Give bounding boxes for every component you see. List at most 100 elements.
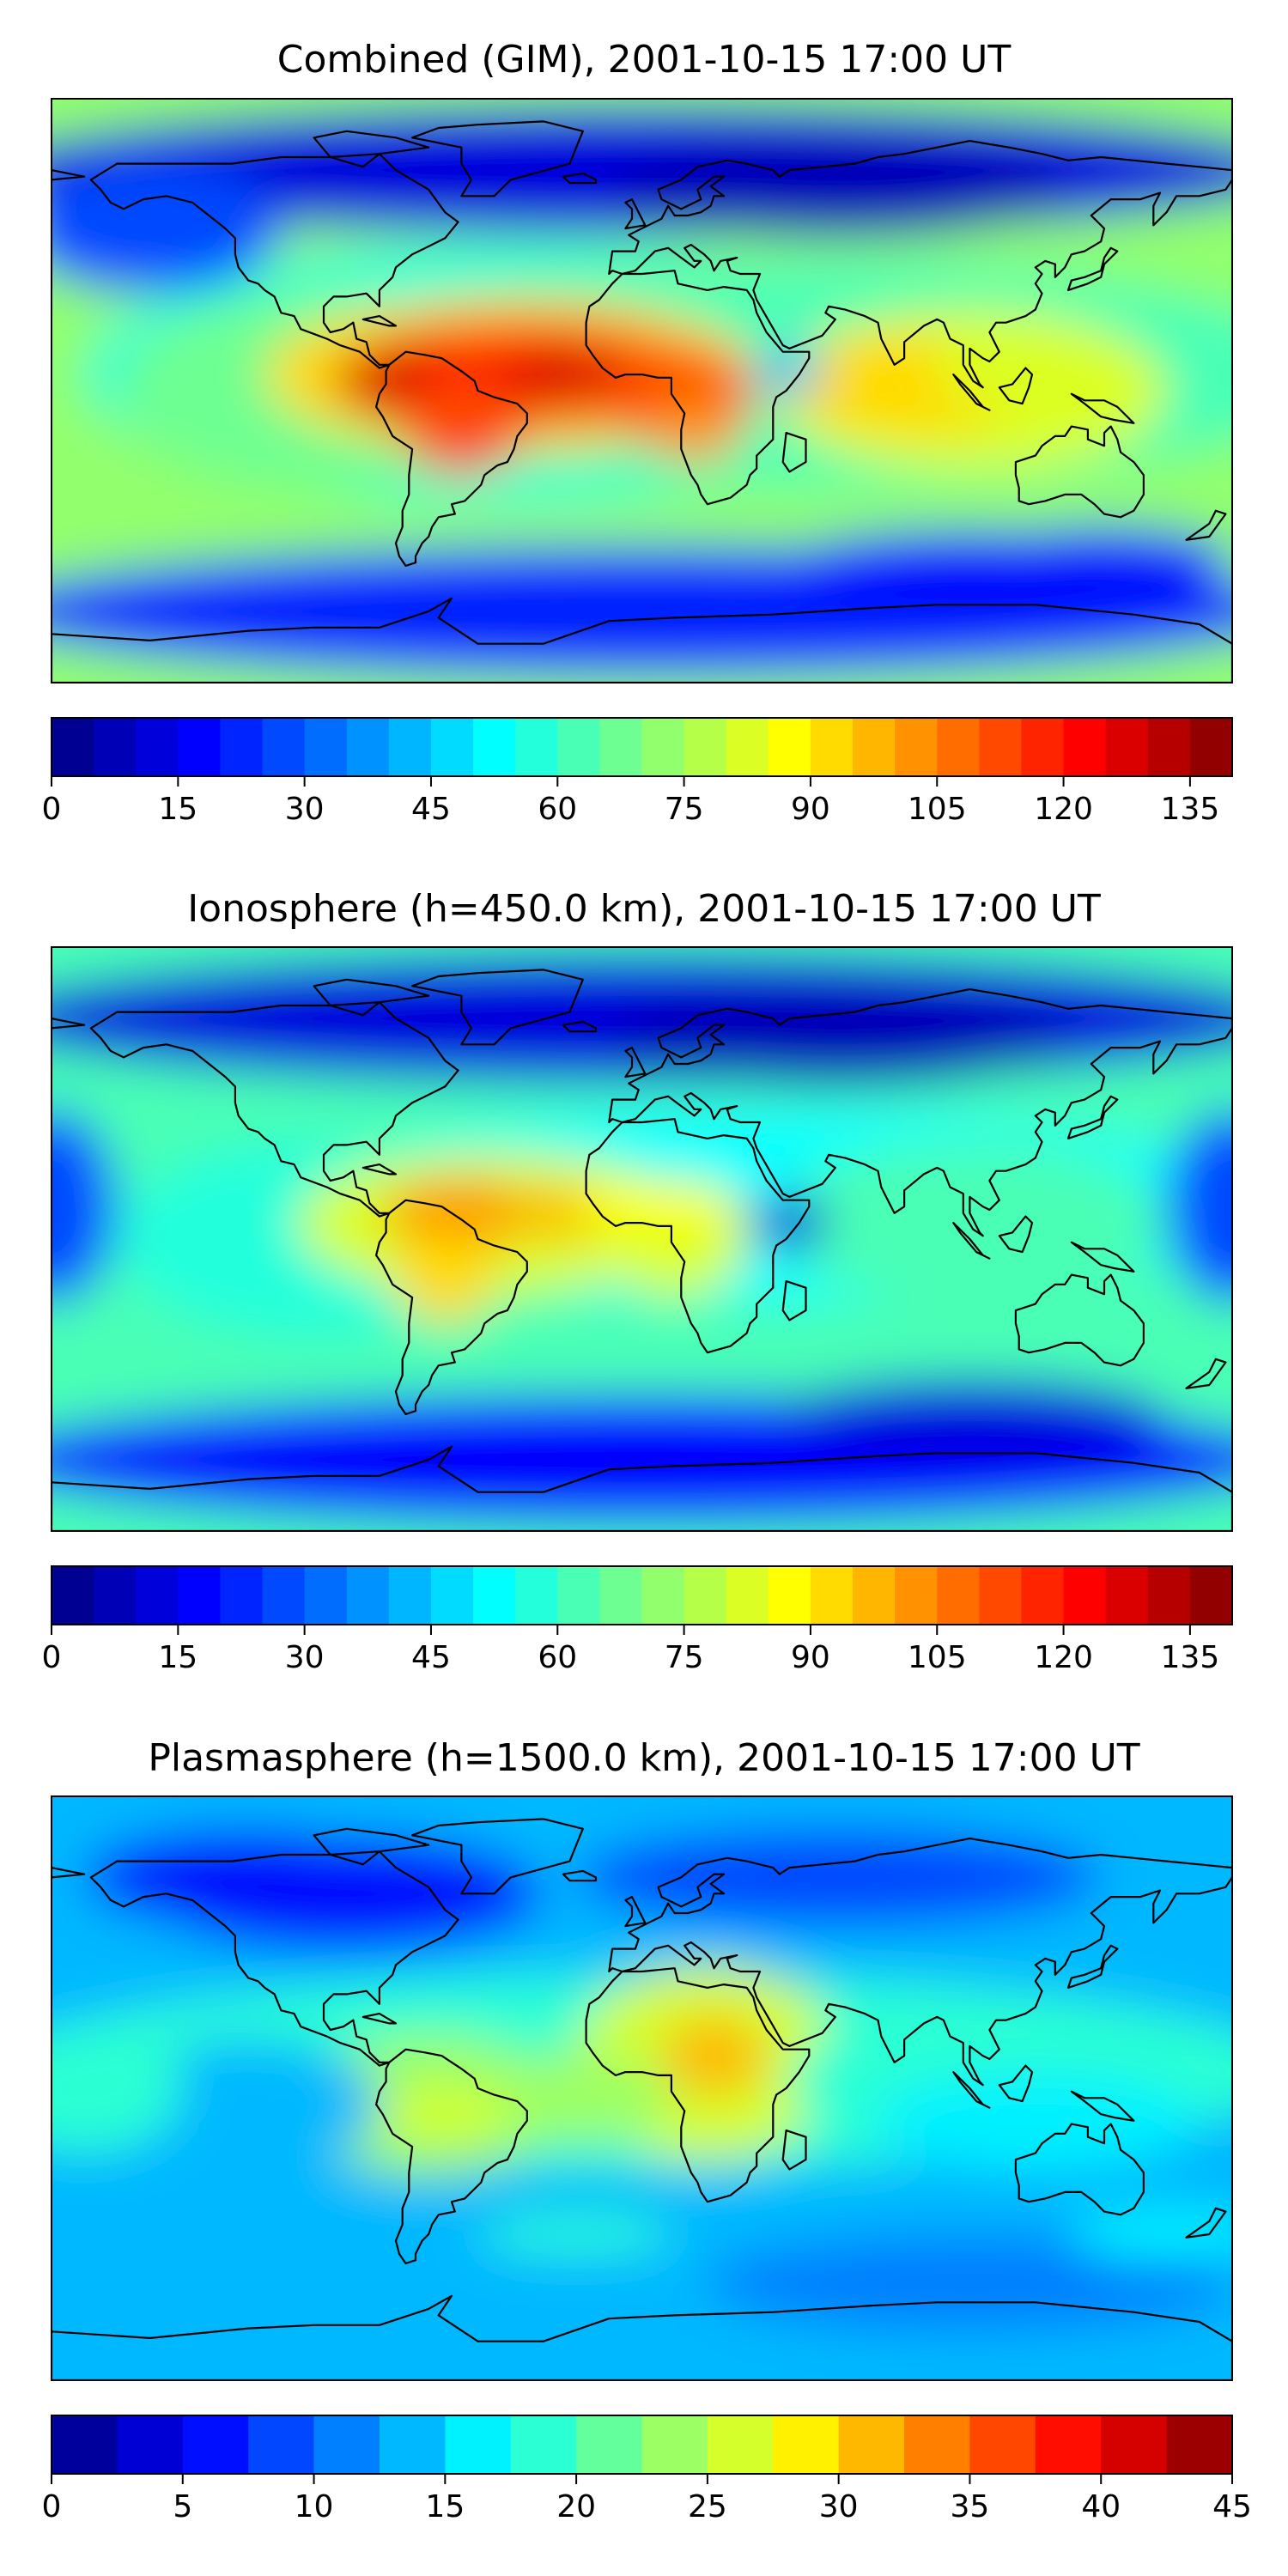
colorbar-segment bbox=[220, 1566, 264, 1625]
field-region bbox=[969, 526, 1232, 592]
field-region bbox=[52, 2023, 183, 2154]
colorbar-combined bbox=[51, 717, 1233, 777]
colorbar-segment bbox=[979, 718, 1023, 776]
panel-ionosphere: Ionosphere (h=450.0 km), 2001-10-15 17:0… bbox=[42, 887, 1233, 1675]
colorbar-segment bbox=[773, 2415, 840, 2474]
colorbar-segment bbox=[1035, 2415, 1102, 2474]
colorbar-segment bbox=[838, 2415, 905, 2474]
colorbar-tick-label: 75 bbox=[665, 792, 704, 827]
chart-title: Combined (GIM), 2001-10-15 17:00 UT bbox=[277, 38, 1012, 82]
field-region bbox=[750, 1196, 829, 1249]
coastline bbox=[952, 2071, 991, 2109]
map-ionosphere bbox=[51, 946, 1233, 1532]
colorbar-tick-label: 30 bbox=[285, 1640, 325, 1675]
field-region bbox=[648, 397, 741, 463]
colorbar-segment bbox=[810, 718, 854, 776]
coastline bbox=[1070, 1241, 1135, 1273]
colorbar-segment bbox=[683, 1566, 727, 1625]
coastline bbox=[1066, 246, 1119, 291]
colorbar-segment bbox=[641, 718, 685, 776]
colorbar-segment bbox=[52, 1566, 94, 1625]
coastline bbox=[952, 374, 991, 411]
field-region bbox=[402, 384, 521, 476]
colorbar-tick-label: 5 bbox=[173, 2489, 192, 2524]
colorbar-ticks: 0 5 10 15 20 25 30 35 40 45 bbox=[42, 2474, 1252, 2524]
colorbar-segment bbox=[262, 718, 306, 776]
coastline bbox=[52, 1867, 86, 1879]
colorbar-tick-label: 0 bbox=[42, 2489, 62, 2524]
colorbar-segment bbox=[1063, 1566, 1107, 1625]
coastline bbox=[585, 1118, 811, 1354]
coastline bbox=[411, 969, 584, 1046]
colorbar-segment bbox=[388, 718, 432, 776]
colorbar-segment bbox=[117, 2415, 184, 2474]
coastline bbox=[52, 2294, 1232, 2380]
colorbar-segment bbox=[726, 1566, 769, 1625]
coastline bbox=[1185, 1358, 1227, 1389]
field-layer bbox=[52, 1796, 1232, 2380]
colorbar-tick-label: 30 bbox=[285, 792, 325, 827]
field-region bbox=[609, 141, 1069, 239]
coastline bbox=[624, 1047, 647, 1078]
colorbar-tick-label: 105 bbox=[908, 1640, 967, 1675]
colorbar-tick-label: 20 bbox=[556, 2489, 596, 2524]
colorbar-segment bbox=[136, 1566, 179, 1625]
chart-title: Ionosphere (h=450.0 km), 2001-10-15 17:0… bbox=[187, 887, 1101, 931]
coastline bbox=[313, 1827, 430, 1856]
colorbar-tick-label: 135 bbox=[1161, 1640, 1220, 1675]
coastline bbox=[608, 140, 1232, 389]
colorbar-segment bbox=[1105, 718, 1149, 776]
field-region bbox=[1068, 2208, 1232, 2261]
colorbar-segment bbox=[262, 1566, 306, 1625]
map-plasmasphere bbox=[51, 1795, 1233, 2381]
colorbar-tick-label: 25 bbox=[688, 2489, 727, 2524]
colorbar-segment bbox=[557, 1566, 600, 1625]
coastline bbox=[998, 1215, 1034, 1254]
colorbar-segment bbox=[979, 1566, 1023, 1625]
colorbar-segment bbox=[379, 2415, 446, 2474]
colorbar-segment bbox=[304, 718, 348, 776]
field-region bbox=[1166, 1109, 1232, 1304]
coastline bbox=[375, 1199, 528, 1416]
field-region bbox=[477, 2215, 675, 2254]
colorbar-segment bbox=[1105, 1566, 1149, 1625]
colorbar-segment bbox=[768, 718, 811, 776]
field-region bbox=[937, 319, 1102, 410]
coastline bbox=[375, 2048, 528, 2265]
colorbar-plasmasphere bbox=[51, 2415, 1233, 2475]
colorbar-segment bbox=[937, 718, 980, 776]
coastline bbox=[89, 1001, 459, 1218]
colorbar-segment bbox=[430, 718, 474, 776]
colorbar-segment bbox=[388, 1566, 432, 1625]
coastline bbox=[313, 978, 430, 1007]
colorbar-tick-label: 105 bbox=[908, 792, 967, 827]
coastline bbox=[585, 1967, 811, 2203]
colorbar-segment bbox=[248, 2415, 315, 2474]
colorbar-segment bbox=[182, 2415, 249, 2474]
coastline bbox=[313, 130, 430, 159]
field-region bbox=[904, 1141, 1102, 1239]
field-region bbox=[382, 1181, 541, 1246]
colorbar-segment bbox=[810, 1566, 854, 1625]
colorbar-segment bbox=[515, 718, 558, 776]
colorbar-segment bbox=[1147, 1566, 1191, 1625]
coastline bbox=[562, 1869, 598, 1882]
coastline bbox=[1070, 2090, 1135, 2122]
colorbar-segment bbox=[853, 718, 896, 776]
colorbar-segment bbox=[346, 1566, 390, 1625]
coastline bbox=[624, 198, 647, 230]
field-layer bbox=[52, 99, 1232, 683]
coastline bbox=[1014, 1273, 1145, 1367]
field-region bbox=[576, 1181, 741, 1233]
colorbar-segment bbox=[1063, 718, 1107, 776]
coastline bbox=[1070, 392, 1135, 424]
colorbar-segment bbox=[1147, 718, 1191, 776]
colorbar-segment bbox=[895, 718, 938, 776]
coastline bbox=[411, 120, 584, 197]
colorbar-tick-label: 30 bbox=[819, 2489, 859, 2524]
coastline bbox=[562, 172, 598, 185]
colorbar-segment bbox=[683, 718, 727, 776]
colorbar-segment bbox=[726, 718, 769, 776]
field-region bbox=[52, 163, 282, 294]
